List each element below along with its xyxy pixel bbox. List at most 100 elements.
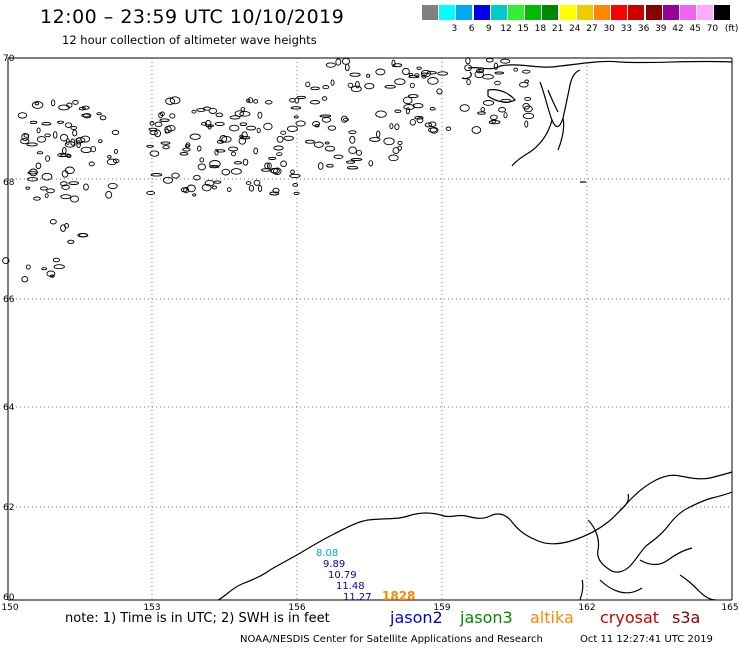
lake-contour xyxy=(60,153,72,158)
lake-contour xyxy=(162,176,174,184)
lake-contour xyxy=(238,137,247,145)
satellite-jason3: jason3 xyxy=(460,608,513,627)
legend-label: 27 xyxy=(586,24,598,34)
lake-contour xyxy=(208,107,218,114)
legend-label: 39 xyxy=(655,24,667,34)
lake-contour xyxy=(346,160,356,164)
lake-contour xyxy=(394,123,400,131)
lake-contour xyxy=(513,67,519,72)
lake-contour xyxy=(407,94,419,99)
lake-contour xyxy=(148,127,158,132)
lake-contour xyxy=(242,158,249,166)
lake-contour xyxy=(34,102,40,106)
lake-contour xyxy=(234,161,242,165)
lake-contour xyxy=(427,77,439,85)
lake-contour xyxy=(350,85,362,93)
lake-contour xyxy=(209,164,220,169)
lake-contour xyxy=(482,100,495,106)
lake-contour xyxy=(199,157,205,163)
lake-contour xyxy=(394,109,402,113)
lake-contour xyxy=(436,88,443,95)
lake-contour xyxy=(60,181,68,187)
reading-value: 11.27 xyxy=(343,592,372,603)
lake-contour xyxy=(465,57,471,65)
lake-contour xyxy=(216,149,226,153)
lake-contour xyxy=(111,129,120,136)
lake-contour xyxy=(245,181,252,185)
lake-contour xyxy=(169,113,176,119)
lake-contour xyxy=(88,161,95,167)
lake-contour xyxy=(258,184,263,193)
lake-contour xyxy=(197,163,206,171)
lake-contour xyxy=(229,124,240,132)
lake-contour xyxy=(280,130,287,135)
lake-contour xyxy=(348,146,357,154)
legend-swatch xyxy=(628,5,645,20)
lake-contour xyxy=(412,103,424,109)
reading-value: 10.79 xyxy=(328,570,357,581)
lake-contour xyxy=(270,168,280,174)
lake-contour xyxy=(397,145,402,151)
lake-contour xyxy=(70,138,76,146)
lake-contour xyxy=(485,57,494,63)
lake-contour xyxy=(459,104,470,112)
lake-contour xyxy=(280,160,287,168)
lake-contour xyxy=(342,117,349,122)
lake-contour xyxy=(26,142,38,147)
lake-contour xyxy=(309,100,321,105)
lake-contour xyxy=(70,125,78,130)
lake-contour xyxy=(402,67,410,76)
lake-contour xyxy=(107,154,112,159)
lake-contour xyxy=(383,137,395,146)
lake-contour xyxy=(182,147,191,152)
lake-contour xyxy=(348,130,357,135)
lake-contour xyxy=(376,130,381,138)
legend-label: 12 xyxy=(500,24,512,34)
lake-contour xyxy=(524,120,529,128)
lake-contour xyxy=(364,82,375,90)
lake-contour xyxy=(59,133,69,142)
lake-contour xyxy=(158,112,163,119)
lake-contour xyxy=(214,121,225,126)
lat-label-66: 66 xyxy=(3,295,15,305)
lake-contour xyxy=(247,97,254,104)
lake-contour xyxy=(477,111,486,115)
lake-contour xyxy=(256,127,261,134)
lake-contour xyxy=(248,184,255,192)
lake-contour xyxy=(41,172,53,181)
map-title: 12:00 – 23:59 UTC 10/10/2019 xyxy=(40,6,345,28)
lon-label-165: 165 xyxy=(721,603,738,613)
legend-swatch xyxy=(422,5,438,20)
lake-contour xyxy=(482,74,494,80)
lat-label-70: 70 xyxy=(3,54,15,64)
lake-contour xyxy=(276,135,284,143)
lake-contour xyxy=(494,71,505,75)
legend-label: 33 xyxy=(620,24,633,34)
lake-contour xyxy=(44,193,49,198)
legend-label: 15 xyxy=(517,24,529,34)
lake-contour xyxy=(261,168,271,172)
lake-contours xyxy=(2,57,535,283)
lake-contour xyxy=(292,183,299,187)
lake-contour xyxy=(44,133,51,138)
lake-contour xyxy=(253,147,259,155)
lake-contour xyxy=(293,115,299,119)
legend-swatch xyxy=(559,5,576,20)
lake-contour xyxy=(49,274,55,278)
lake-contour xyxy=(324,145,336,152)
lake-contour xyxy=(239,122,248,127)
lake-contour xyxy=(445,126,452,131)
lake-contour xyxy=(356,149,362,156)
lake-contour xyxy=(253,99,259,104)
lake-contour xyxy=(201,121,207,126)
lake-contour xyxy=(2,257,10,265)
lake-contour xyxy=(264,162,270,170)
legend-label: 30 xyxy=(603,24,615,34)
lake-contour xyxy=(29,120,38,125)
generation-timestamp: Oct 11 12:27:41 UTC 2019 xyxy=(580,634,713,645)
lake-contour xyxy=(253,179,261,186)
lake-contour xyxy=(283,135,294,141)
lake-contour xyxy=(325,62,336,68)
lake-contour xyxy=(355,80,360,89)
lake-contour xyxy=(437,71,449,76)
